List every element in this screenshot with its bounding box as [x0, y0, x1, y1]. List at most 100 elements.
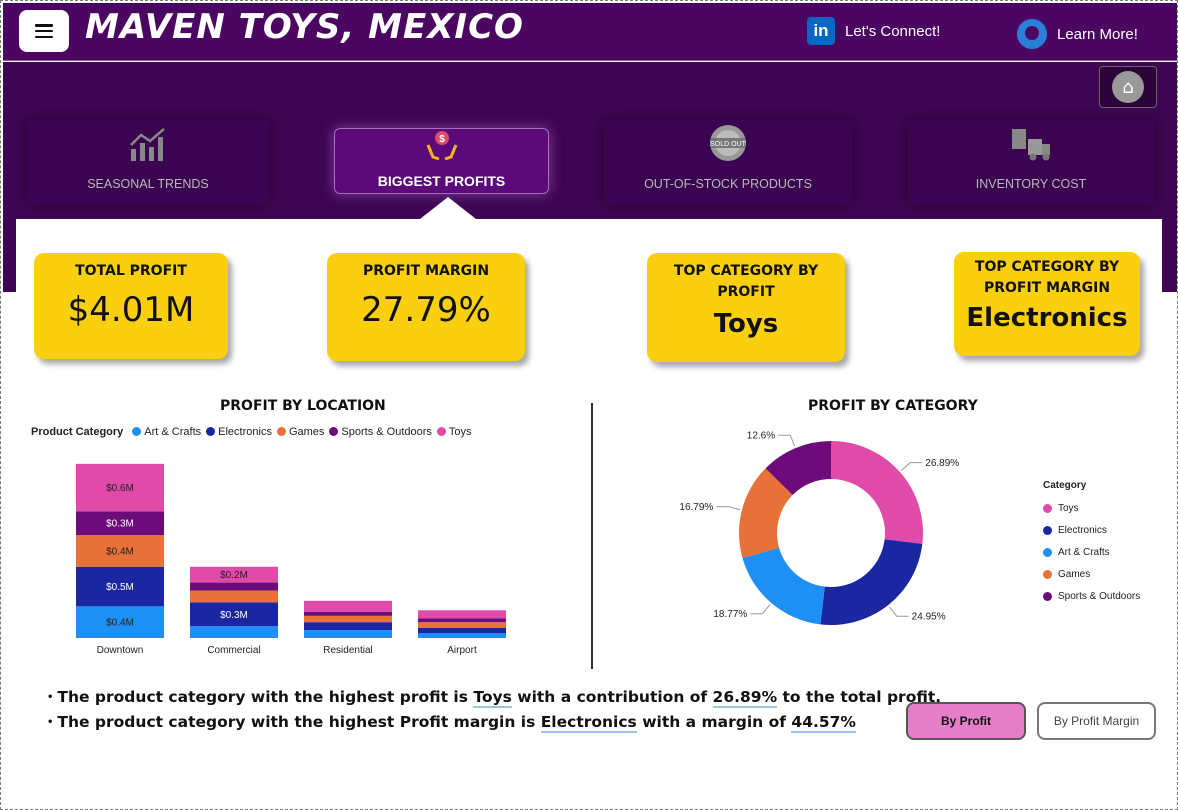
top-header: MAVEN TOYS, MEXICO in Let's Connect! Lea…	[3, 3, 1177, 61]
category-legend-toys: Toys	[1043, 497, 1140, 519]
kpi-profit-margin-value: 27.79%	[361, 290, 491, 330]
bar-downtown-sports-outdoors[interactable]	[76, 511, 164, 536]
profit-by-location-chart: $0.4M $0.5M $0.4M $0.3M $0.6M Downtown $0.3M $0…	[76, 463, 506, 656]
x-tick-label: Downtown	[97, 645, 144, 656]
kpi-top-category-profit-label: TOP CATEGORY BY PROFIT	[673, 263, 819, 300]
kpi-top-category-margin: TOP CATEGORY BY PROFIT MARGIN Electronics	[954, 252, 1140, 356]
bar-commercial-games[interactable]	[190, 590, 278, 603]
tab-out-of-stock-label: OUT-OF-STOCK PRODUCTS	[644, 177, 812, 191]
learn-more-link[interactable]: Learn More!	[1017, 19, 1138, 49]
category-legend-art-crafts: Art & Crafts	[1043, 541, 1140, 563]
sold-out-icon: SOLD OUT	[707, 123, 749, 171]
tab-biggest-profits[interactable]: $ BIGGEST PROFITS	[334, 128, 549, 194]
kpi-total-profit-label: TOTAL PROFIT	[75, 263, 187, 279]
tab-inventory-cost[interactable]: INVENTORY COST	[908, 119, 1154, 205]
bar-data-label: $0.3M	[220, 610, 248, 621]
bar-airport-art-crafts[interactable]	[418, 633, 506, 638]
insight-line-2: • The product category with the highest P…	[47, 713, 856, 733]
tab-biggest-profits-label: BIGGEST PROFITS	[377, 173, 506, 189]
tab-out-of-stock[interactable]: SOLD OUT OUT-OF-STOCK PRODUCTS	[604, 119, 852, 205]
category-legend-games: Games	[1043, 563, 1140, 585]
svg-text:SOLD OUT: SOLD OUT	[710, 141, 747, 148]
linkedin-icon: in	[807, 17, 835, 45]
slice-games[interactable]	[739, 468, 793, 559]
bar-downtown-toys[interactable]	[76, 463, 164, 512]
x-tick-label: Residential	[323, 645, 372, 656]
lets-connect-link[interactable]: in Let's Connect!	[807, 17, 940, 45]
x-tick-label: Commercial	[207, 645, 260, 656]
bar-data-label: $0.6M	[106, 483, 134, 494]
chart-divider	[591, 403, 593, 669]
bar-commercial-toys[interactable]	[190, 566, 278, 583]
bar-data-label: $0.2M	[220, 570, 248, 581]
bar-data-label: $0.5M	[106, 582, 134, 593]
slice-data-label: 12.6%	[747, 431, 775, 442]
kpi-top-category-profit: TOP CATEGORY BY PROFIT Toys	[647, 253, 845, 362]
kpi-profit-margin: PROFIT MARGIN 27.79%	[327, 253, 525, 361]
active-tab-pointer	[420, 197, 476, 219]
category-legend-title: Category	[1043, 480, 1087, 491]
slice-sports-outdoors[interactable]	[765, 441, 831, 496]
category-legend: Category Toys Electronics Art & Crafts G…	[1043, 480, 1140, 607]
slice-data-label: 18.77%	[713, 609, 747, 620]
bar-airport-games[interactable]	[418, 622, 506, 628]
slice-toys[interactable]	[831, 441, 923, 544]
slice-art-crafts[interactable]	[742, 547, 825, 625]
money-hands-icon: $	[425, 129, 459, 171]
bar-residential-sports-outdoors[interactable]	[304, 611, 392, 616]
page-title: MAVEN TOYS, MEXICO	[85, 7, 524, 47]
bar-data-label: $0.3M	[106, 519, 134, 530]
location-chart-legend: Product Category Art & Crafts Electronic…	[31, 426, 472, 438]
bar-commercial-electronics[interactable]	[190, 602, 278, 627]
legend-item-games: Games	[276, 426, 324, 438]
bar-airport-toys[interactable]	[418, 610, 506, 619]
bar-data-label: $0.4M	[106, 546, 134, 557]
trend-chart-icon	[128, 127, 168, 171]
by-profit-button[interactable]: By Profit	[906, 702, 1026, 740]
bar-residential-games[interactable]	[304, 615, 392, 623]
x-tick-label: Airport	[447, 645, 477, 656]
svg-text:$: $	[439, 134, 445, 145]
legend-title: Product Category	[31, 426, 124, 438]
slice-data-label: 24.95%	[912, 612, 946, 623]
home-button[interactable]: ⌂	[1099, 66, 1157, 108]
bar-airport-sports-outdoors[interactable]	[418, 618, 506, 623]
slice-data-label: 26.89%	[925, 458, 959, 469]
delivery-truck-icon	[1010, 127, 1052, 171]
bar-commercial-art-crafts[interactable]	[190, 626, 278, 638]
tab-seasonal-trends[interactable]: SEASONAL TRENDS	[27, 119, 269, 205]
lets-connect-label: Let's Connect!	[845, 22, 941, 40]
hamburger-icon	[35, 24, 53, 38]
category-legend-sports: Sports & Outdoors	[1043, 585, 1140, 607]
bar-residential-toys[interactable]	[304, 600, 392, 612]
legend-item-art-crafts: Art & Crafts	[132, 426, 201, 438]
kpi-profit-margin-label: PROFIT MARGIN	[362, 263, 490, 279]
bar-downtown-games[interactable]	[76, 535, 164, 567]
legend-item-sports: Sports & Outdoors	[329, 426, 432, 438]
home-icon: ⌂	[1112, 71, 1144, 103]
slice-data-label: 16.79%	[679, 502, 713, 513]
kpi-total-profit: TOTAL PROFIT $4.01M	[34, 253, 228, 359]
menu-button[interactable]	[19, 10, 69, 52]
bar-downtown-art-crafts[interactable]	[76, 606, 164, 638]
kpi-top-category-profit-value: Toys	[713, 309, 779, 339]
tab-inventory-cost-label: INVENTORY COST	[975, 177, 1087, 191]
tab-seasonal-trends-label: SEASONAL TRENDS	[87, 177, 209, 191]
bar-airport-electronics[interactable]	[418, 627, 506, 634]
profit-by-category-chart: 26.89% 24.95% 18.77% 16.79% 12.6%	[679, 431, 959, 625]
kpi-top-category-margin-value: Electronics	[966, 303, 1128, 333]
bar-residential-art-crafts[interactable]	[304, 630, 392, 638]
github-icon	[1017, 19, 1047, 49]
bar-residential-electronics[interactable]	[304, 622, 392, 631]
bar-commercial-sports-outdoors[interactable]	[190, 582, 278, 591]
bar-data-label: $0.4M	[106, 618, 134, 629]
profit-by-location-title: PROFIT BY LOCATION	[220, 398, 386, 414]
learn-more-label: Learn More!	[1057, 25, 1138, 43]
insight-line-1: • The product category with the highest p…	[47, 688, 942, 708]
insights-text: • The product category with the highest p…	[47, 685, 941, 735]
bar-downtown-electronics[interactable]	[76, 566, 164, 607]
legend-item-toys: Toys	[436, 426, 472, 438]
by-profit-margin-button[interactable]: By Profit Margin	[1037, 702, 1156, 740]
slice-electronics[interactable]	[820, 539, 923, 625]
